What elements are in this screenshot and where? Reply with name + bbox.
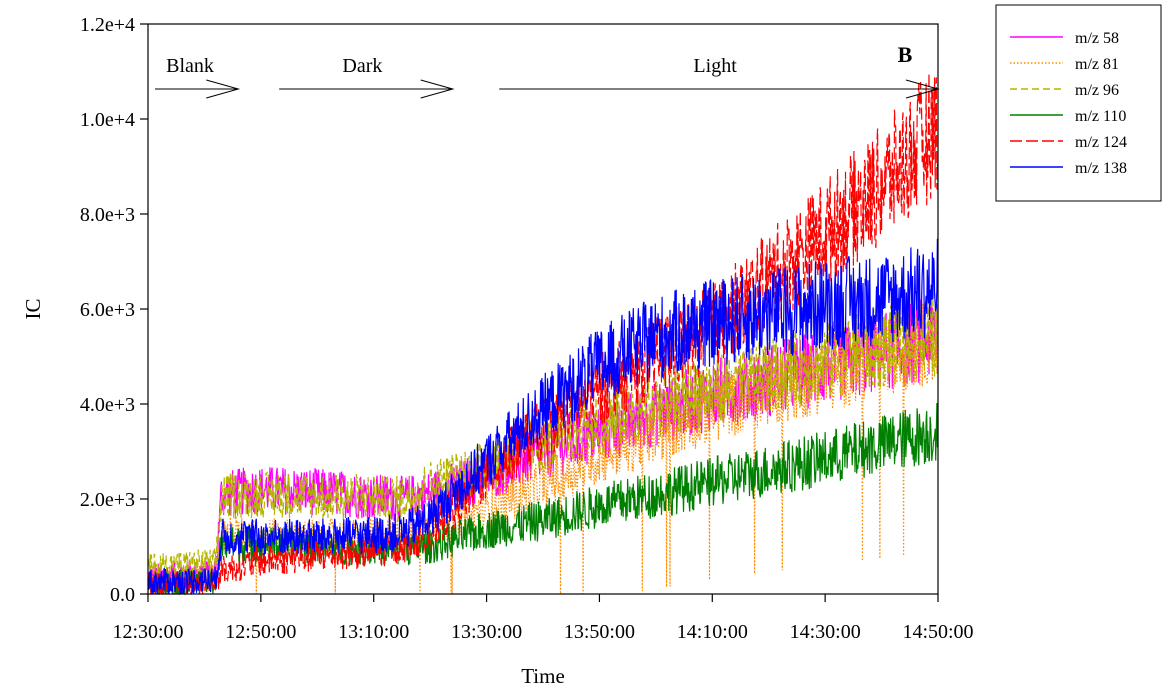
y-tick-label: 8.0e+3: [80, 204, 135, 226]
legend-label: m/z 124: [1075, 134, 1127, 151]
x-tick-label: 14:50:00: [902, 621, 973, 643]
legend-label: m/z 138: [1075, 160, 1127, 177]
y-tick-label: 1.2e+4: [80, 14, 135, 36]
y-tick-label: 2.0e+3: [80, 489, 135, 511]
legend-label: m/z 96: [1075, 82, 1119, 99]
legend: m/z 58 m/z 81 m/z 96 m/z 110 m/z 124 m/z 138: [995, 4, 1162, 202]
series-line-m-z-138: [147, 238, 939, 595]
y-tick-label: 1.0e+4: [80, 109, 135, 131]
x-tick-label: 13:10:00: [338, 621, 409, 643]
x-tick-label: 14:30:00: [790, 621, 861, 643]
phase-label-blank: Blank: [166, 55, 214, 77]
x-axis-title: Time: [521, 664, 565, 688]
legend-label: m/z 110: [1075, 108, 1126, 125]
x-tick-label: 14:10:00: [677, 621, 748, 643]
x-tick-label: 13:50:00: [564, 621, 635, 643]
legend-label: m/z 81: [1075, 56, 1119, 73]
x-tick-label: 12:30:00: [112, 621, 183, 643]
phase-label-dark: Dark: [342, 55, 382, 77]
series-line-m-z-96: [147, 293, 939, 583]
y-axis-title: IC: [21, 299, 45, 320]
y-tick-label: 4.0e+3: [80, 394, 135, 416]
x-tick-label: 12:50:00: [225, 621, 296, 643]
legend-label: m/z 58: [1075, 30, 1119, 47]
phase-arrowhead-light: [905, 79, 940, 99]
x-tick-label: 13:30:00: [451, 621, 522, 643]
phase-annotations: Blank Dark Light: [155, 55, 940, 99]
phase-label-light: Light: [693, 55, 737, 77]
axes-group: 12:30:00 12:50:00 13:10:00 13:30:00 13:50:00…: [80, 14, 974, 643]
panel-label: B: [898, 42, 913, 67]
phase-arrowhead-dark: [420, 79, 455, 99]
y-tick-label: 6.0e+3: [80, 299, 135, 321]
y-tick-label: 0.0: [110, 584, 135, 606]
plot-series-group: [147, 72, 939, 596]
phase-arrowhead-blank: [206, 79, 241, 99]
